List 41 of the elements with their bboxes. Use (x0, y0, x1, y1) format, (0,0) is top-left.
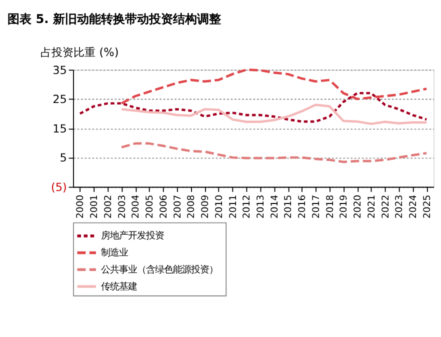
legend-label: 公共事业（含绿色能源投资） (101, 264, 218, 276)
line-series (120, 104, 428, 126)
line-series (120, 142, 428, 164)
x-tick-label: 2005 (144, 194, 156, 219)
x-tick-label: 2013 (255, 194, 266, 219)
x-tick-label: 2008 (186, 194, 198, 219)
y-tick-label: 25 (52, 93, 67, 106)
x-tick-label: 2016 (297, 194, 308, 219)
x-tick-label: 2018 (324, 194, 336, 219)
line-series (120, 68, 428, 105)
y-axis-title: 占投资比重 (%) (40, 46, 119, 60)
x-tick-label: 2020 (352, 194, 364, 219)
y-tick-label: 35 (52, 64, 67, 77)
line-series (78, 92, 428, 123)
x-tick-label: 2012 (242, 194, 253, 219)
legend-label: 房地产开发投资 (101, 230, 164, 242)
x-tick-label: 2019 (338, 194, 350, 219)
chart-title: 图表 5. 新旧动能转换带动投资结构调整 (7, 12, 222, 26)
y-tick-label: 15 (52, 122, 67, 136)
x-tick-label: 2014 (269, 194, 280, 219)
y-tick-label: (5) (51, 180, 67, 194)
x-tick-label: 2025 (422, 194, 433, 219)
x-tick-label: 2023 (394, 194, 406, 219)
legend-label: 传统基建 (101, 281, 138, 292)
x-tick-label: 2015 (283, 194, 294, 219)
x-tick-label: 2021 (366, 194, 378, 219)
legend-label: 制造业 (101, 248, 128, 259)
x-tick-label: 2007 (172, 194, 184, 219)
x-tick-label: 2001 (89, 194, 100, 219)
x-tick-label: 2010 (214, 194, 225, 219)
x-tick-label: 2024 (408, 194, 419, 219)
x-tick-label: 2022 (380, 194, 392, 219)
x-tick-label: 2003 (116, 194, 128, 219)
x-tick-label: 2004 (130, 194, 142, 219)
x-tick-label: 2017 (310, 194, 322, 219)
x-tick-label: 2002 (102, 194, 114, 219)
x-tick-label: 2000 (75, 194, 86, 219)
x-tick-label: 2011 (228, 194, 239, 219)
y-tick-label: 5 (60, 152, 67, 165)
x-tick-label: 2009 (200, 194, 212, 219)
x-tick-label: 2006 (158, 194, 170, 219)
